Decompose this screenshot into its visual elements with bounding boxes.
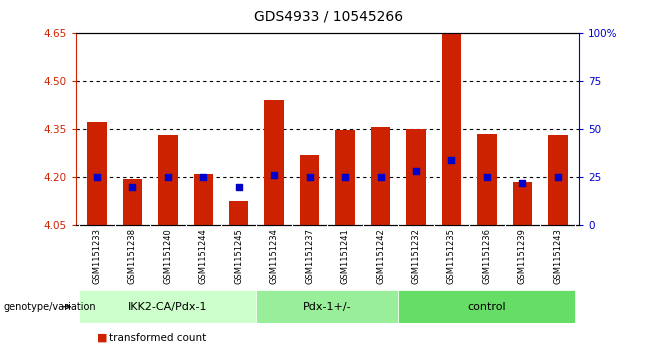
- Point: [198, 174, 209, 180]
- Bar: [406, 129, 426, 225]
- Text: GSM1151245: GSM1151245: [234, 228, 243, 284]
- Text: GSM1151237: GSM1151237: [305, 228, 314, 284]
- Text: GSM1151234: GSM1151234: [270, 228, 279, 284]
- Point: [375, 174, 386, 180]
- Point: [411, 168, 421, 174]
- Bar: [193, 174, 213, 225]
- Point: [446, 157, 457, 163]
- Bar: [300, 155, 319, 225]
- Text: GDS4933 / 10545266: GDS4933 / 10545266: [255, 9, 403, 23]
- Bar: [370, 127, 390, 225]
- Point: [305, 174, 315, 180]
- Text: GSM1151235: GSM1151235: [447, 228, 456, 284]
- Point: [340, 174, 350, 180]
- Bar: [548, 135, 567, 225]
- Text: ■: ■: [97, 333, 107, 343]
- Text: genotype/variation: genotype/variation: [3, 302, 96, 312]
- Bar: [442, 33, 461, 225]
- Bar: [88, 122, 107, 225]
- Point: [517, 180, 528, 185]
- Text: control: control: [468, 302, 506, 312]
- Point: [482, 174, 492, 180]
- Text: GSM1151238: GSM1151238: [128, 228, 137, 284]
- Bar: [257, 290, 398, 323]
- Text: Pdx-1+/-: Pdx-1+/-: [303, 302, 351, 312]
- Bar: [513, 182, 532, 225]
- Bar: [229, 201, 249, 225]
- Point: [553, 174, 563, 180]
- Point: [234, 184, 244, 189]
- Text: GSM1151232: GSM1151232: [411, 228, 420, 284]
- Text: GSM1151241: GSM1151241: [341, 228, 349, 284]
- Text: GSM1151236: GSM1151236: [482, 228, 492, 284]
- Point: [91, 174, 102, 180]
- Bar: [122, 179, 142, 225]
- Point: [269, 172, 280, 178]
- Text: transformed count: transformed count: [109, 333, 206, 343]
- Point: [163, 174, 173, 180]
- Text: GSM1151240: GSM1151240: [163, 228, 172, 284]
- Bar: [79, 290, 257, 323]
- Point: [127, 184, 138, 189]
- Bar: [158, 135, 178, 225]
- Bar: [336, 130, 355, 225]
- Bar: [477, 134, 497, 225]
- Bar: [265, 100, 284, 225]
- Text: GSM1151242: GSM1151242: [376, 228, 385, 284]
- Text: GSM1151243: GSM1151243: [553, 228, 563, 284]
- Text: GSM1151239: GSM1151239: [518, 228, 527, 284]
- Text: GSM1151233: GSM1151233: [92, 228, 101, 284]
- Text: GSM1151244: GSM1151244: [199, 228, 208, 284]
- Bar: [398, 290, 576, 323]
- Text: IKK2-CA/Pdx-1: IKK2-CA/Pdx-1: [128, 302, 207, 312]
